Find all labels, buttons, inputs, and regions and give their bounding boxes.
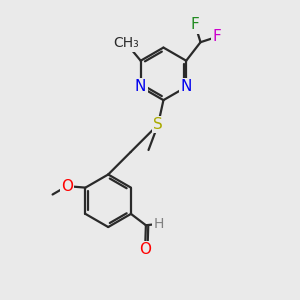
Text: O: O xyxy=(61,178,73,194)
Text: N: N xyxy=(135,80,146,94)
Text: N: N xyxy=(181,80,192,94)
Text: F: F xyxy=(191,17,200,32)
Text: H: H xyxy=(153,217,164,231)
Text: O: O xyxy=(139,242,151,257)
Text: F: F xyxy=(213,29,221,44)
Text: CH₃: CH₃ xyxy=(113,36,139,50)
Text: S: S xyxy=(153,117,163,132)
